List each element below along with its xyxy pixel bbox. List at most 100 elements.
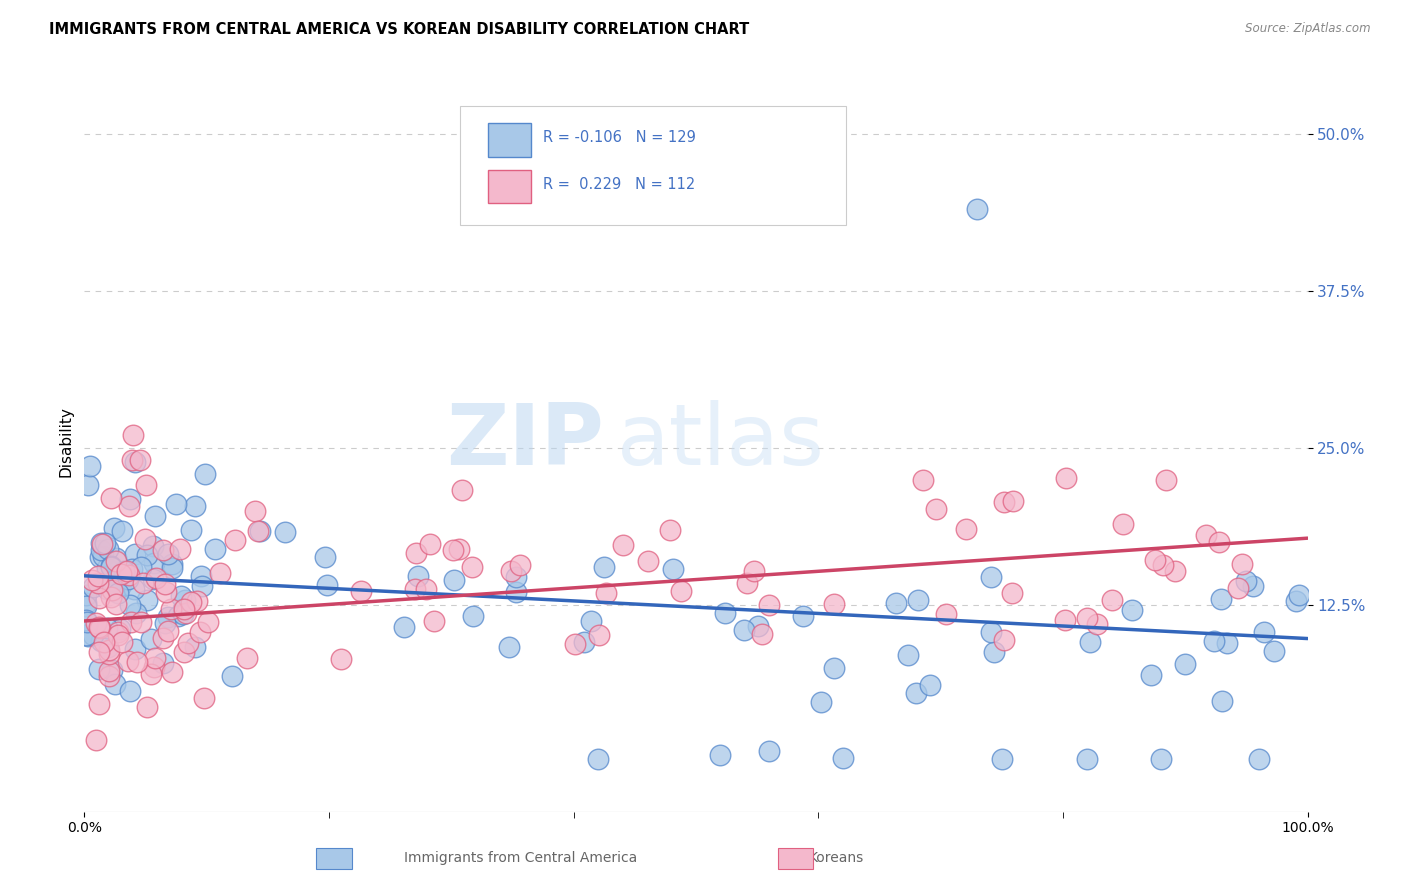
Point bbox=[1285, 594, 1308, 608]
Point bbox=[120, 491, 142, 506]
Point bbox=[108, 581, 131, 595]
Point bbox=[1143, 553, 1166, 567]
Point bbox=[162, 665, 184, 679]
Point bbox=[127, 655, 149, 669]
Point bbox=[96, 561, 118, 575]
FancyBboxPatch shape bbox=[488, 123, 531, 156]
Point bbox=[236, 651, 259, 665]
Point bbox=[243, 503, 266, 517]
Point bbox=[118, 684, 141, 698]
Point bbox=[91, 549, 114, 563]
Point bbox=[204, 542, 226, 557]
Point bbox=[831, 751, 853, 765]
Point bbox=[89, 662, 111, 676]
Point bbox=[108, 622, 131, 636]
Point bbox=[129, 560, 152, 574]
Point bbox=[172, 601, 194, 615]
Point bbox=[461, 559, 484, 574]
Point bbox=[170, 590, 193, 604]
Point bbox=[100, 491, 122, 505]
Point bbox=[190, 579, 212, 593]
Point bbox=[117, 499, 139, 513]
Point bbox=[588, 628, 610, 642]
Point bbox=[152, 656, 174, 670]
Point bbox=[662, 562, 685, 576]
Point bbox=[1234, 574, 1257, 589]
Point bbox=[100, 578, 122, 592]
Point bbox=[1209, 592, 1232, 607]
Point bbox=[1001, 586, 1024, 600]
Point bbox=[499, 564, 522, 578]
Point bbox=[86, 575, 108, 590]
Point bbox=[169, 541, 191, 556]
Point bbox=[441, 543, 464, 558]
Point bbox=[90, 536, 112, 550]
Point bbox=[592, 559, 614, 574]
Point bbox=[107, 627, 129, 641]
Point bbox=[1154, 474, 1177, 488]
Point bbox=[84, 733, 107, 747]
Point bbox=[329, 652, 352, 666]
Point bbox=[1253, 625, 1275, 640]
Point bbox=[76, 478, 98, 492]
Point bbox=[96, 622, 118, 636]
Point bbox=[315, 578, 337, 592]
Point bbox=[77, 629, 100, 643]
Point bbox=[991, 752, 1014, 766]
Point bbox=[1247, 752, 1270, 766]
Point bbox=[135, 549, 157, 563]
Point bbox=[121, 428, 143, 442]
Point bbox=[1140, 668, 1163, 682]
Point bbox=[139, 632, 162, 647]
Point bbox=[93, 536, 115, 550]
Point bbox=[224, 533, 246, 547]
Point bbox=[1150, 752, 1173, 766]
Point bbox=[1195, 528, 1218, 542]
Point bbox=[911, 474, 934, 488]
Point bbox=[104, 554, 127, 568]
Point bbox=[180, 595, 202, 609]
Point bbox=[461, 609, 484, 624]
Point bbox=[637, 553, 659, 567]
Point bbox=[157, 547, 180, 561]
Point bbox=[135, 593, 157, 607]
Point bbox=[197, 615, 219, 629]
Point bbox=[90, 633, 112, 648]
Point bbox=[152, 543, 174, 558]
Point bbox=[747, 619, 769, 633]
Point bbox=[143, 660, 166, 674]
FancyBboxPatch shape bbox=[460, 106, 846, 226]
Point bbox=[98, 664, 121, 678]
Point bbox=[733, 624, 755, 638]
Point bbox=[98, 669, 121, 683]
Point bbox=[735, 576, 758, 591]
Point bbox=[165, 497, 187, 511]
Point bbox=[166, 609, 188, 624]
Point bbox=[135, 699, 157, 714]
Point bbox=[122, 582, 145, 596]
Point bbox=[1054, 470, 1077, 484]
Point bbox=[1211, 694, 1233, 708]
Point bbox=[274, 524, 297, 539]
Point bbox=[405, 546, 427, 560]
Point bbox=[104, 598, 127, 612]
Point bbox=[897, 648, 920, 663]
Point bbox=[658, 524, 681, 538]
Point bbox=[1078, 635, 1101, 649]
Point bbox=[246, 524, 269, 538]
Point bbox=[1112, 517, 1135, 532]
Point bbox=[1174, 657, 1197, 672]
Point bbox=[82, 627, 104, 641]
Point bbox=[564, 637, 586, 651]
Point bbox=[505, 585, 527, 599]
Point bbox=[884, 596, 907, 610]
Point bbox=[89, 621, 111, 635]
Point bbox=[97, 541, 120, 556]
Point bbox=[810, 695, 832, 709]
Point bbox=[350, 583, 373, 598]
Point bbox=[823, 597, 845, 611]
Point bbox=[90, 542, 112, 557]
Point bbox=[586, 752, 609, 766]
Point bbox=[404, 582, 426, 596]
Point bbox=[100, 558, 122, 573]
